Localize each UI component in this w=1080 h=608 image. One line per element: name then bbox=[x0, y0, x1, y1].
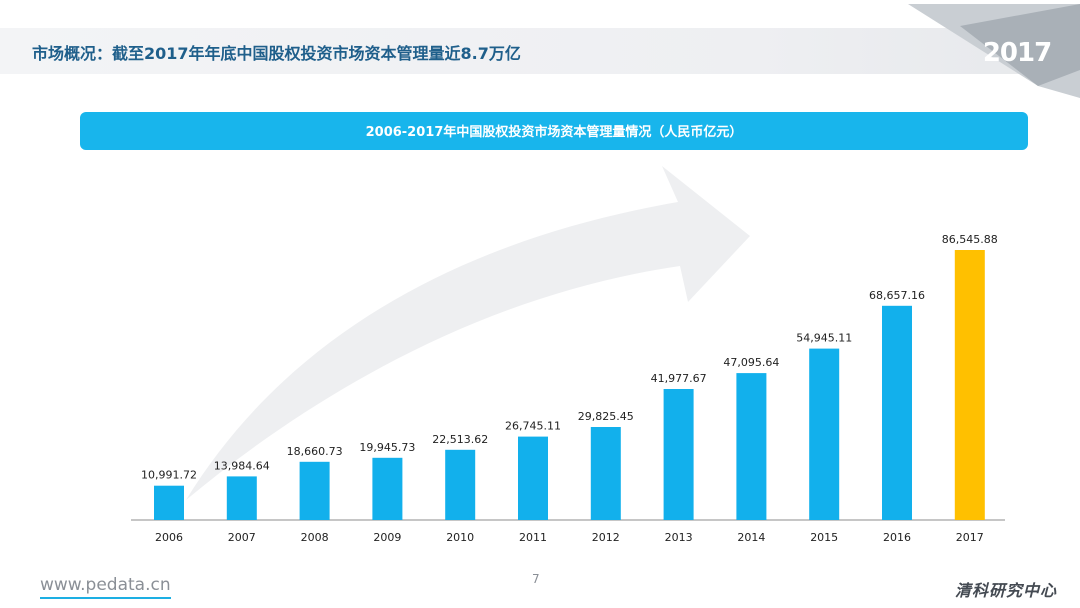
page-number: 7 bbox=[532, 572, 540, 586]
data-label-2012: 29,825.45 bbox=[578, 410, 634, 423]
header-band bbox=[0, 28, 1080, 74]
data-label-2017: 86,545.88 bbox=[942, 233, 998, 246]
data-label-2008: 18,660.73 bbox=[287, 445, 343, 458]
data-label-2013: 41,977.67 bbox=[651, 372, 707, 385]
year-badge: 2017 bbox=[982, 38, 1052, 68]
data-label-2009: 19,945.73 bbox=[359, 441, 415, 454]
chart-title: 2006-2017年中国股权投资市场资本管理量情况（人民币亿元） bbox=[365, 125, 743, 140]
bar-2009 bbox=[372, 457, 403, 520]
brand-logo: 清科研究中心 bbox=[955, 581, 1058, 600]
bar-2015 bbox=[809, 348, 840, 520]
x-tick-2016: 2016 bbox=[883, 531, 911, 544]
x-tick-2014: 2014 bbox=[737, 531, 765, 544]
corner-decoration bbox=[908, 4, 1080, 98]
x-tick-2009: 2009 bbox=[373, 531, 401, 544]
x-tick-2007: 2007 bbox=[228, 531, 256, 544]
bar-2007 bbox=[226, 476, 257, 520]
bar-2016 bbox=[882, 305, 912, 520]
x-tick-2010: 2010 bbox=[446, 531, 474, 544]
bar-2017 bbox=[954, 250, 985, 520]
data-label-2007: 13,984.64 bbox=[214, 459, 270, 472]
bar-2014 bbox=[736, 373, 767, 520]
x-tick-2012: 2012 bbox=[592, 531, 620, 544]
data-label-2015: 54,945.11 bbox=[796, 332, 852, 345]
chart-title-bar bbox=[80, 112, 1028, 150]
x-tick-2011: 2011 bbox=[519, 531, 547, 544]
bar-2013 bbox=[663, 389, 694, 520]
x-tick-2017: 2017 bbox=[956, 531, 984, 544]
page-title: 市场概况：截至2017年年底中国股权投资市场资本管理量近8.7万亿 bbox=[32, 44, 521, 63]
x-tick-2006: 2006 bbox=[155, 531, 183, 544]
data-label-2014: 47,095.64 bbox=[723, 356, 779, 369]
x-tick-2008: 2008 bbox=[301, 531, 329, 544]
bar-2011 bbox=[518, 436, 548, 520]
bar-2006 bbox=[154, 485, 184, 520]
background-arrow bbox=[186, 166, 750, 500]
data-label-2011: 26,745.11 bbox=[505, 420, 561, 433]
bar-2008 bbox=[299, 461, 330, 520]
bar-2010 bbox=[445, 449, 476, 520]
footer-url[interactable]: www.pedata.cn bbox=[40, 575, 171, 599]
x-tick-2013: 2013 bbox=[665, 531, 693, 544]
data-label-2010: 22,513.62 bbox=[432, 433, 488, 446]
data-label-2016: 68,657.16 bbox=[869, 289, 925, 302]
x-tick-2015: 2015 bbox=[810, 531, 838, 544]
bar-2012 bbox=[590, 427, 621, 520]
data-label-2006: 10,991.72 bbox=[141, 469, 197, 482]
